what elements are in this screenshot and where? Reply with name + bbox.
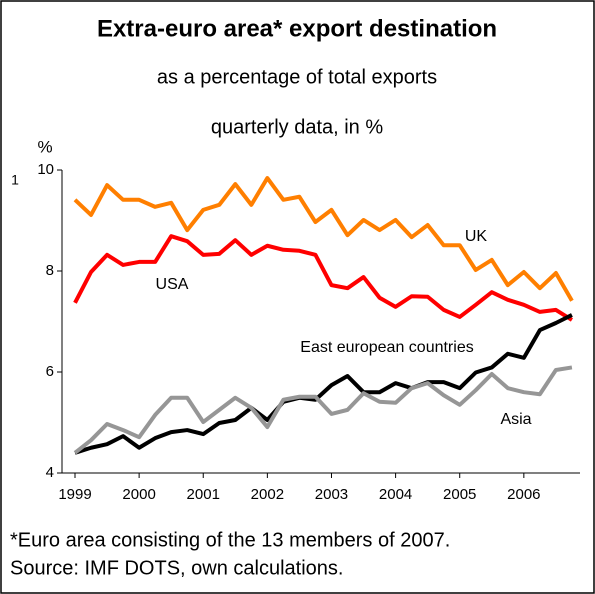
y-axis-label: % — [37, 137, 52, 156]
annotation: 1 — [11, 172, 19, 188]
x-tick-label: 2001 — [187, 486, 220, 503]
series-line — [73, 365, 573, 455]
footnote: *Euro area consisting of the 13 members … — [10, 529, 450, 551]
y-tick-label: 6 — [46, 363, 54, 380]
x-tick-label: 2003 — [315, 486, 348, 503]
series-label: Asia — [500, 411, 531, 428]
x-tick-label: 2002 — [251, 486, 284, 503]
series-line — [73, 234, 573, 322]
series-line — [73, 176, 574, 302]
x-tick-label: 2006 — [507, 486, 540, 503]
subtitle: quarterly data, in % — [211, 116, 384, 138]
x-tick-label: 2005 — [443, 486, 476, 503]
series-label: USA — [156, 276, 189, 293]
footnote: Source: IMF DOTS, own calculations. — [10, 557, 343, 579]
series-line — [74, 313, 573, 455]
chart-title: Extra-euro area* export destination — [97, 15, 497, 42]
x-tick-label: 1999 — [58, 486, 91, 503]
series-label: UK — [465, 228, 488, 245]
x-tick-label: 2004 — [379, 486, 412, 503]
x-tick-label: 2000 — [122, 486, 155, 503]
subtitle: as a percentage of total exports — [157, 66, 437, 88]
y-tick-label: 8 — [46, 262, 54, 279]
series-label: East european countries — [300, 339, 473, 356]
y-tick-label: 4 — [46, 464, 54, 481]
y-tick-label: 10 — [37, 161, 54, 178]
